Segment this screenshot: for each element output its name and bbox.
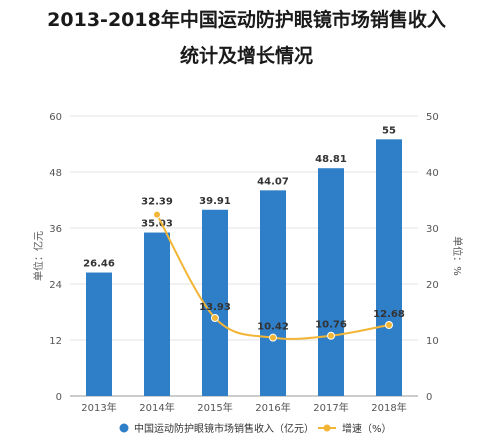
- growth-data-label-2: 10.42: [257, 322, 289, 333]
- bar-2: [202, 209, 228, 396]
- legend-label-growth: 增速（%）: [342, 422, 392, 435]
- y-right-tick-label-3: 30: [426, 224, 439, 235]
- bar-data-label-0: 26.46: [83, 259, 115, 270]
- growth-point-0: [153, 210, 161, 219]
- y-right-tick-label-0: 0: [426, 392, 432, 403]
- growth-data-label-1: 13.93: [199, 302, 231, 313]
- growth-point-4: [385, 320, 393, 329]
- bar-data-label-3: 44.07: [257, 176, 289, 187]
- growth-point-3: [327, 331, 335, 340]
- chart-title-line-1: 2013-2018年中国运动防护眼镜市场销售收入: [47, 9, 446, 31]
- y-left-tick-label-2: 24: [49, 280, 62, 291]
- growth-data-label-3: 10.76: [315, 320, 347, 331]
- legend-marker-growth: [323, 424, 331, 432]
- legend-marker-bar: [119, 423, 129, 433]
- y-left-axis-title: 单位：亿元: [32, 231, 45, 281]
- growth-data-label-4: 12.68: [373, 309, 405, 320]
- y-left-tick-label-5: 60: [49, 112, 62, 123]
- y-left-tick-label-1: 12: [49, 336, 62, 347]
- bar-1: [144, 232, 170, 396]
- growth-data-label-0: 32.39: [141, 197, 173, 208]
- growth-point-1: [211, 313, 219, 322]
- x-tick-label-3: 2016年: [255, 401, 290, 414]
- chart-title-line-2: 统计及增长情况: [179, 45, 313, 67]
- x-tick-label-0: 2013年: [81, 401, 116, 414]
- y-left-tick-label-0: 0: [56, 392, 62, 403]
- x-tick-label-1: 2014年: [139, 401, 174, 414]
- bar-5: [376, 139, 402, 397]
- y-right-tick-label-1: 10: [426, 336, 439, 347]
- bar-3: [260, 190, 286, 396]
- bar-4: [318, 168, 344, 396]
- bar-0: [86, 272, 112, 396]
- y-left-tick-label-4: 48: [49, 168, 62, 179]
- legend-label-bar: 中国运动防护眼镜市场销售收入（亿元）: [134, 422, 314, 435]
- bar-data-label-1: 35.03: [141, 219, 173, 230]
- x-tick-label-5: 2018年: [371, 401, 406, 414]
- x-tick-label-4: 2017年: [313, 401, 348, 414]
- y-right-tick-label-4: 40: [426, 168, 439, 179]
- growth-line: [156, 214, 390, 340]
- growth-point-2: [269, 333, 277, 342]
- x-tick-label-2: 2015年: [197, 401, 232, 414]
- bar-data-label-4: 48.81: [315, 154, 347, 165]
- bar-data-label-2: 39.91: [199, 196, 231, 207]
- y-right-axis-title: 单位：%: [451, 236, 464, 276]
- y-right-tick-label-5: 50: [426, 112, 439, 123]
- y-right-tick-label-2: 20: [426, 280, 439, 291]
- bar-data-label-5: 55: [382, 125, 396, 136]
- y-left-tick-label-3: 36: [49, 224, 62, 235]
